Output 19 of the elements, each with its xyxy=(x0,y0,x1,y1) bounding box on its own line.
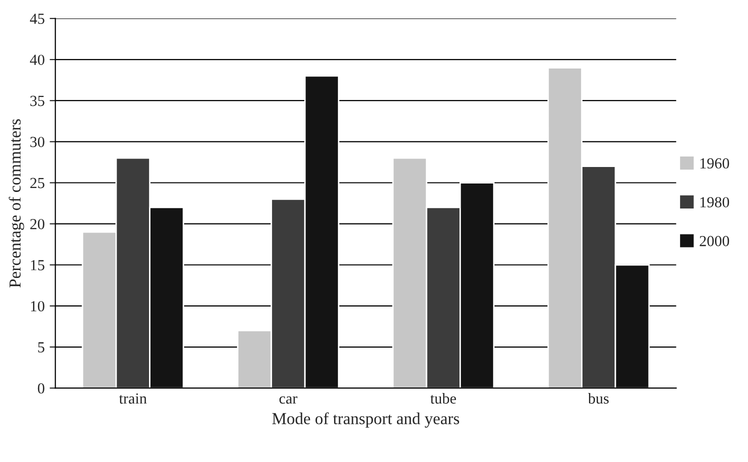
y-tick-label: 35 xyxy=(30,96,44,106)
x-tick-label: tube xyxy=(430,392,456,404)
y-tick-label: 10 xyxy=(31,301,44,312)
legend-label: 2000 xyxy=(700,236,730,246)
x-tick-label: bus xyxy=(588,392,609,404)
legend-label: 1960 xyxy=(700,158,730,169)
y-tick-label: 25 xyxy=(30,178,44,188)
y-tick-label: 15 xyxy=(31,260,44,270)
y-tick-label: 30 xyxy=(30,136,44,148)
x-tick-label: car xyxy=(279,396,298,404)
y-axis-title: Percentage of commuters xyxy=(8,119,24,288)
legend-label: 1980 xyxy=(700,197,730,208)
x-tick-label: train xyxy=(119,393,147,404)
y-tick-label: 0 xyxy=(38,383,44,394)
y-tick-label: 5 xyxy=(38,342,44,352)
y-tick-label: 45 xyxy=(30,14,44,24)
y-tick-label: 20 xyxy=(30,218,44,230)
y-tick-label: 40 xyxy=(30,54,44,65)
x-axis-title: Mode of transport and years xyxy=(272,412,460,428)
